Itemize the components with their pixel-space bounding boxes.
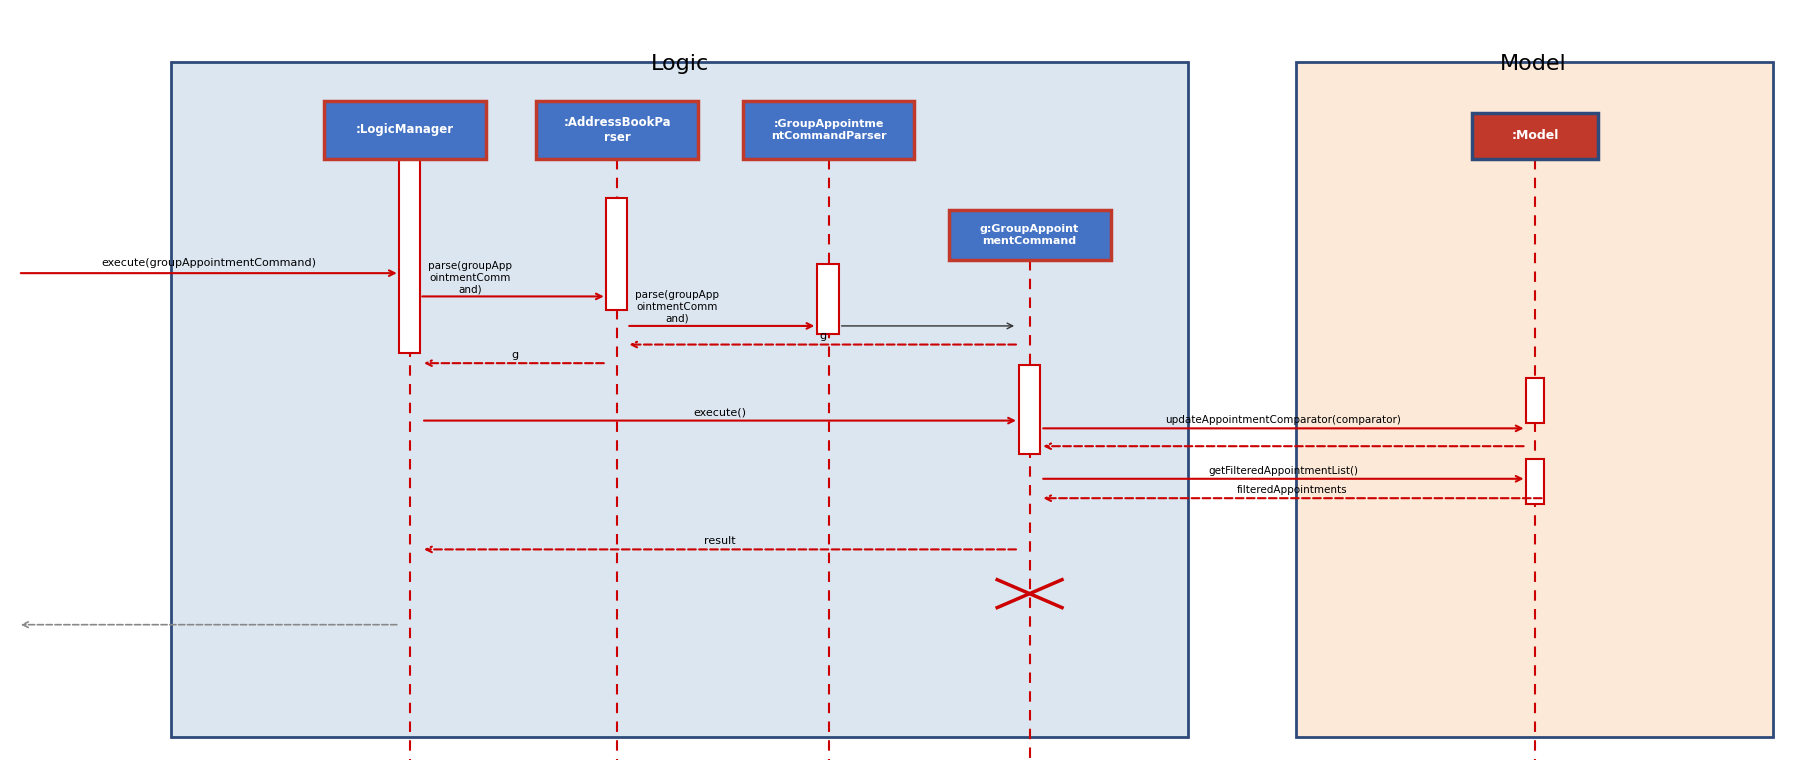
Text: :LogicManager: :LogicManager: [356, 123, 454, 137]
Text: parse(groupApp
ointmentComm
and): parse(groupApp ointmentComm and): [635, 290, 720, 324]
FancyBboxPatch shape: [400, 113, 421, 353]
FancyBboxPatch shape: [1019, 365, 1040, 454]
Text: Model: Model: [1499, 54, 1568, 74]
FancyBboxPatch shape: [171, 62, 1188, 737]
FancyBboxPatch shape: [1526, 378, 1544, 423]
FancyBboxPatch shape: [949, 210, 1111, 260]
Text: :GroupAppointme
ntCommandParser: :GroupAppointme ntCommandParser: [770, 120, 887, 140]
Text: g:GroupAppoint
mentCommand: g:GroupAppoint mentCommand: [979, 224, 1080, 245]
Text: g: g: [511, 350, 518, 360]
Text: Logic: Logic: [652, 54, 709, 74]
Text: updateAppointmentComparator(comparator): updateAppointmentComparator(comparator): [1165, 415, 1402, 425]
Text: parse(groupApp
ointmentComm
and): parse(groupApp ointmentComm and): [428, 261, 513, 294]
FancyBboxPatch shape: [324, 101, 486, 159]
FancyBboxPatch shape: [817, 264, 839, 334]
FancyBboxPatch shape: [743, 101, 914, 159]
Text: :AddressBookPa
rser: :AddressBookPa rser: [563, 116, 671, 144]
FancyBboxPatch shape: [536, 101, 698, 159]
FancyBboxPatch shape: [1526, 459, 1544, 504]
Text: getFilteredAppointmentList(): getFilteredAppointmentList(): [1208, 466, 1359, 476]
Text: result: result: [704, 536, 736, 546]
Text: execute(groupAppointmentCommand): execute(groupAppointmentCommand): [101, 258, 317, 268]
Text: :Model: :Model: [1512, 130, 1559, 142]
Text: execute(): execute(): [693, 407, 747, 417]
Text: filteredAppointments: filteredAppointments: [1237, 485, 1348, 495]
FancyBboxPatch shape: [605, 198, 628, 310]
FancyBboxPatch shape: [1296, 62, 1773, 737]
Text: g: g: [819, 331, 826, 341]
FancyBboxPatch shape: [1472, 113, 1598, 159]
